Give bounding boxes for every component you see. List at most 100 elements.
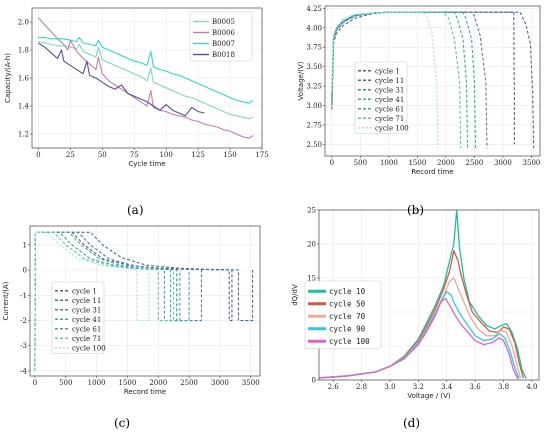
chart-b: 0 500 1000 1500 2000 2500 3000 3500 2.50 2.75 3.00… <box>297 5 541 176</box>
x-tick-label: 0 <box>33 379 37 387</box>
y-tick-label: -1 <box>20 292 27 300</box>
x-tick-label: 75 <box>130 151 139 159</box>
legend-label: cycle 100 <box>329 337 370 346</box>
y-tick-label: -3 <box>20 342 27 350</box>
x-tick-label: 25 <box>66 151 75 159</box>
series-line-cycle-100 <box>319 297 519 379</box>
legend-label: B0018 <box>212 51 235 59</box>
legend-label: cycle 70 <box>329 312 366 321</box>
y-tick-label: 0 <box>312 377 316 385</box>
x-tick-label: 2500 <box>466 159 484 167</box>
y-tick-label: 25 <box>307 207 316 215</box>
legend-label: cycle 11 <box>72 297 101 305</box>
y-tick-label: 1.2 <box>18 131 29 139</box>
legend-label: cycle 10 <box>329 287 366 296</box>
y-tick-label: 3.50 <box>306 63 322 71</box>
y-tick-label: 4.00 <box>306 24 322 32</box>
x-tick-label: 3000 <box>211 379 229 387</box>
x-tick-label: 2000 <box>149 379 167 387</box>
x-axis-label: Cycle time <box>128 160 165 168</box>
y-tick-label: 1 <box>23 241 27 249</box>
legend-label: cycle 41 <box>375 96 404 104</box>
legend-box <box>189 11 253 62</box>
legend-label: cycle 11 <box>375 77 404 85</box>
legend-label: cycle 31 <box>72 306 101 314</box>
x-tick-label: 3500 <box>523 159 541 167</box>
legend-label: cycle 90 <box>329 324 366 333</box>
x-tick-label: 3.6 <box>470 383 482 391</box>
series-line-cycle-100 <box>34 231 150 371</box>
legend-label: cycle 100 <box>375 124 409 132</box>
x-tick-label: 175 <box>255 151 268 159</box>
x-tick-label: 3000 <box>494 159 512 167</box>
y-tick-label: 20 <box>307 241 316 249</box>
x-tick-label: 125 <box>191 151 204 159</box>
x-tick-label: 2.6 <box>328 383 340 391</box>
axes-frame <box>29 225 261 377</box>
x-tick-label: 1500 <box>119 379 137 387</box>
y-tick-label: 3.25 <box>306 83 322 91</box>
y-axis-label: Capacity/(A·h) <box>4 53 12 103</box>
panel-b: 0 500 1000 1500 2000 2500 3000 3500 2.50 2.75 3.00… <box>275 0 550 200</box>
series-line-cycle-1 <box>331 11 515 145</box>
caption-c: (c) <box>114 416 131 430</box>
legend-label: cycle 61 <box>375 105 404 113</box>
x-tick-label: 500 <box>354 159 367 167</box>
y-tick-label: 2.75 <box>306 121 322 129</box>
x-tick-label: 2.8 <box>356 383 367 391</box>
x-tick-label: 150 <box>223 151 236 159</box>
y-axis-label: Current/(A) <box>2 281 10 320</box>
panel-a: 0 25 50 75 100 125 150 175 1.2 1.4 1.6 1.8 2.0 Cycle … <box>0 0 275 200</box>
caption-d: (d) <box>403 416 421 430</box>
legend-label: cycle 71 <box>375 115 404 123</box>
x-tick-label: 1500 <box>408 159 426 167</box>
legend-label: cycle 1 <box>375 67 400 75</box>
y-tick-label: 1.8 <box>18 47 29 55</box>
caption-b: (b) <box>407 203 425 217</box>
legend-label: B0007 <box>212 40 235 48</box>
panel-c: 0 500 1000 1500 2000 2500 3000 3500 -4 -3 -2 -1 0 1 Re… <box>0 200 275 400</box>
y-tick-label: -4 <box>20 367 27 375</box>
chart-a: 0 25 50 75 100 125 150 175 1.2 1.4 1.6 1.8 2.0 Cycle … <box>4 7 269 168</box>
x-tick-label: 2000 <box>437 159 455 167</box>
legend-box <box>304 280 382 349</box>
x-tick-label: 4.0 <box>526 383 537 391</box>
x-tick-label: 3.2 <box>413 383 424 391</box>
x-tick-label: 1000 <box>88 379 106 387</box>
series-line-b0005 <box>38 41 254 120</box>
legend-label: B0005 <box>212 18 235 26</box>
x-tick-label: 100 <box>159 151 172 159</box>
series-line-cycle-100 <box>331 11 439 149</box>
x-tick-label: 500 <box>59 379 72 387</box>
axes-frame <box>324 5 541 157</box>
x-tick-label: 3500 <box>242 379 260 387</box>
y-tick-label: 1.6 <box>18 75 30 83</box>
series-line-cycle-11 <box>34 231 254 371</box>
legend-label: cycle 31 <box>375 86 404 94</box>
y-tick-label: 1.4 <box>18 103 30 111</box>
panel-d: 2.62.83.03.23.43.63.84.00510152025Voltag… <box>275 200 550 400</box>
x-tick-label: 1000 <box>380 159 398 167</box>
series-line-cycle-71 <box>34 231 175 371</box>
x-axis-label: Record time <box>411 168 453 176</box>
x-tick-label: 2500 <box>180 379 198 387</box>
x-axis-label: Voltage / (V) <box>407 392 451 400</box>
caption-a: (a) <box>127 203 144 217</box>
y-tick-label: 15 <box>307 275 316 283</box>
y-axis-label: Voltage/(V) <box>297 61 305 100</box>
x-tick-label: 50 <box>98 151 107 159</box>
legend-label: B0006 <box>212 29 236 37</box>
y-tick-label: 3.75 <box>306 44 322 52</box>
legend-label: cycle 71 <box>72 335 101 343</box>
series-line-cycle-61 <box>331 11 469 149</box>
y-tick-label: -2 <box>20 317 27 325</box>
series-line-b0018 <box>38 42 205 117</box>
x-axis-label: Record time <box>124 388 166 396</box>
series-line-cycle-71 <box>331 11 462 149</box>
x-tick-label: 3.4 <box>441 383 453 391</box>
y-tick-label: 2.0 <box>18 19 29 27</box>
x-tick-label: 3.0 <box>384 383 395 391</box>
x-tick-label: 0 <box>36 151 40 159</box>
legend-label: cycle 41 <box>72 316 101 324</box>
x-tick-label: 0 <box>330 159 334 167</box>
